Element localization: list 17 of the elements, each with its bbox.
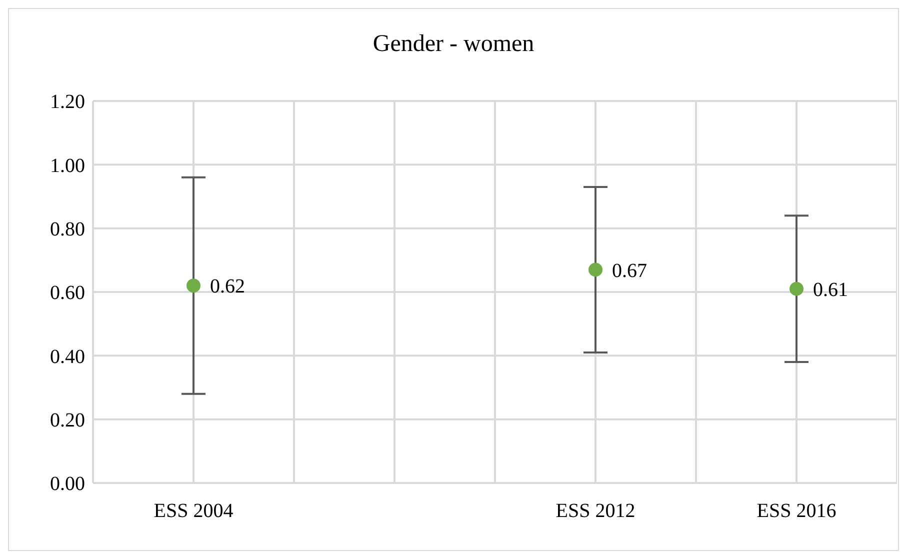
point: [790, 282, 804, 296]
x-tick-label: ESS 2012: [556, 500, 636, 522]
data-label: 0.62: [210, 276, 246, 298]
y-tick-label: 0.00: [50, 473, 85, 496]
chart-title: Gender - women: [372, 31, 536, 58]
x-tick-label: ESS 2004: [154, 500, 234, 522]
point: [588, 262, 602, 277]
y-tick-label: 1.20: [50, 91, 85, 114]
y-tick-label: 0.60: [50, 282, 85, 304]
data-label: 0.67: [612, 260, 648, 282]
y-tick-label: 0.20: [50, 409, 85, 432]
y-tick-label: 0.40: [50, 346, 85, 368]
x-tick-label: ESS 2016: [756, 500, 836, 522]
y-tick-label: 1.00: [50, 154, 85, 177]
point: [186, 278, 200, 293]
y-tick-label: 0.80: [50, 218, 85, 240]
data-label: 0.61: [813, 278, 848, 301]
